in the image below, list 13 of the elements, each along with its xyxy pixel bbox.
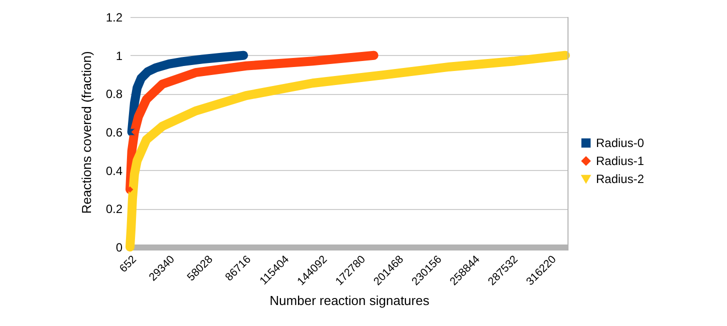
y-tick-label: 1.2 — [106, 10, 123, 24]
legend-label: Radius-0 — [596, 136, 644, 150]
x-tick-label: 652 — [118, 254, 139, 275]
y-tick-label: 0.6 — [106, 126, 123, 140]
y-tick-label: 1 — [116, 48, 123, 63]
legend-label: Radius-1 — [596, 154, 644, 168]
legend-label: Radius-2 — [596, 172, 644, 186]
y-tick-label: 0 — [116, 240, 123, 254]
y-tick-label: 0.2 — [106, 202, 123, 216]
y-tick-label: 0.4 — [106, 164, 123, 178]
x-axis-title: Number reaction signatures — [270, 293, 430, 308]
y-axis-title: Reactions covered (fraction) — [78, 51, 94, 214]
y-tick-label: 0.8 — [106, 87, 123, 102]
